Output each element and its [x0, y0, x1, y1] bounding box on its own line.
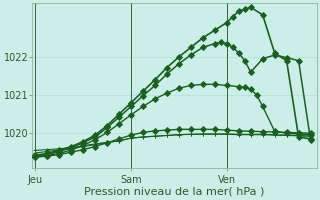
X-axis label: Pression niveau de la mer( hPa ): Pression niveau de la mer( hPa ) — [84, 187, 265, 197]
